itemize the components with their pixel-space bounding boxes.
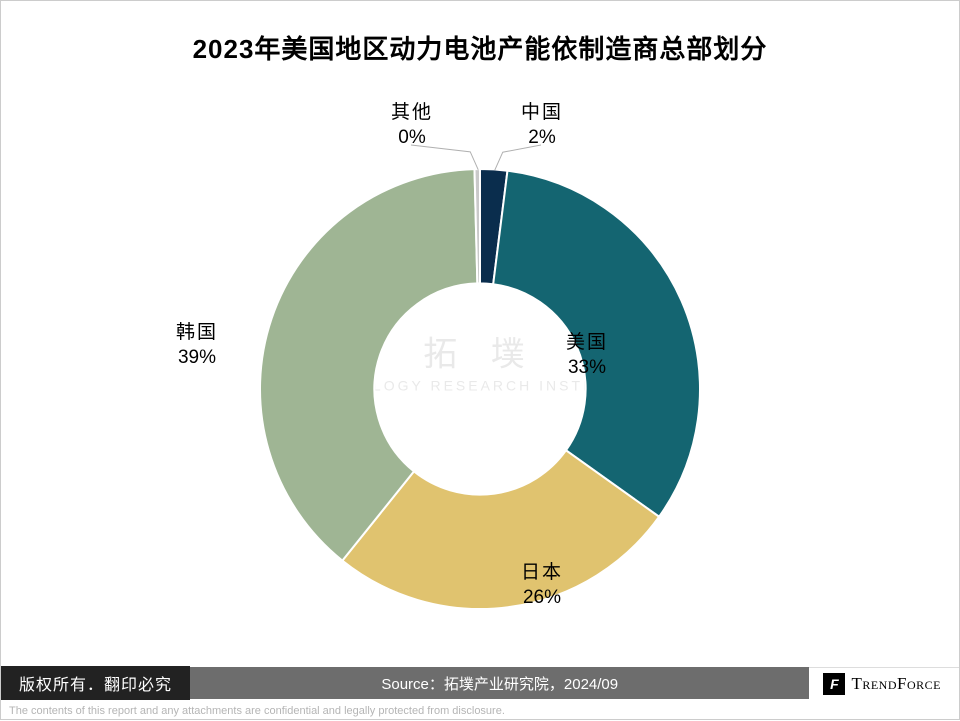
slice-label: 其他0% [391,101,433,150]
copyright-text: 版权所有．翻印必究 [1,666,190,700]
slice-label: 日本26% [521,561,563,610]
footer-bar: 版权所有．翻印必究 Source：拓墣产业研究院，2024/09 F Trend… [1,667,959,699]
disclaimer-text: The contents of this report and any atta… [9,705,505,717]
brand-logo: F TrendForce [809,667,959,699]
chart-container: 2023年美国地区动力电池产能依制造商总部划分 拓 墣 TOPOLOGY RES… [0,0,960,720]
chart-title: 2023年美国地区动力电池产能依制造商总部划分 [1,1,959,66]
logo-mark-icon: F [823,673,845,695]
slice-label: 美国33% [566,331,608,380]
slice-label: 中国2% [521,101,563,150]
slice-label: 韩国39% [176,321,218,370]
source-text: Source：拓墣产业研究院，2024/09 [190,667,809,699]
logo-text: TrendForce [851,674,941,694]
donut-chart [260,169,700,609]
donut-svg [260,169,700,609]
